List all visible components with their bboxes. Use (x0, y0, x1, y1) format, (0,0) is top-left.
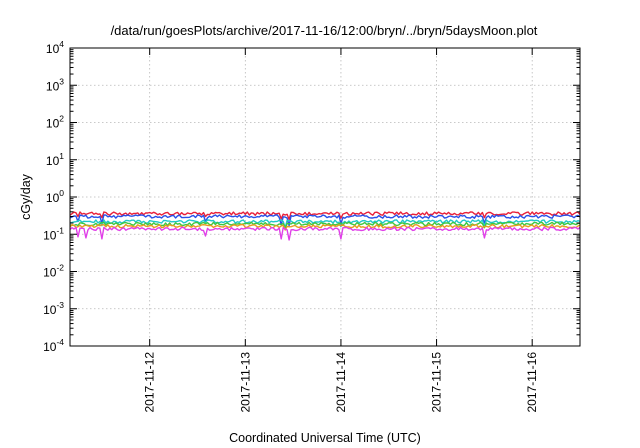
y-tick-label: 10-1 (43, 225, 64, 242)
x-tick-label: 2017-11-14 (334, 352, 348, 413)
y-tick-label: 101 (46, 151, 64, 168)
y-axis-label: cGy/day (19, 173, 33, 220)
x-axis-label: Coordinated Universal Time (UTC) (229, 431, 421, 445)
series-line-6 (69, 226, 581, 241)
y-tick-label: 102 (46, 114, 64, 131)
axis-layer: 10-4 10-3 10-2 10-1 100 101 102 103 104 2017-11-1… (43, 39, 580, 413)
series-layer (69, 211, 581, 241)
series-line-5 (69, 223, 581, 231)
series-line-4 (69, 221, 581, 230)
y-tick-label: 100 (46, 188, 64, 205)
x-tick-label: 2017-11-15 (430, 352, 444, 413)
grid-layer (70, 48, 580, 346)
y-tick-label: 103 (46, 76, 64, 93)
y-tick-label: 10-2 (43, 263, 64, 280)
y-tick-label: 10-4 (43, 337, 64, 354)
x-tick-label: 2017-11-12 (143, 352, 157, 413)
x-tick-label: 2017-11-16 (525, 352, 539, 413)
series-line-2 (69, 214, 581, 227)
y-tick-label: 104 (46, 39, 64, 56)
series-line-3 (69, 219, 581, 229)
x-tick-label: 2017-11-13 (238, 352, 252, 413)
chart-title: /data/run/goesPlots/archive/2017-11-16/1… (111, 23, 538, 38)
y-tick-label: 10-3 (43, 300, 64, 317)
series-line-1 (69, 211, 581, 221)
